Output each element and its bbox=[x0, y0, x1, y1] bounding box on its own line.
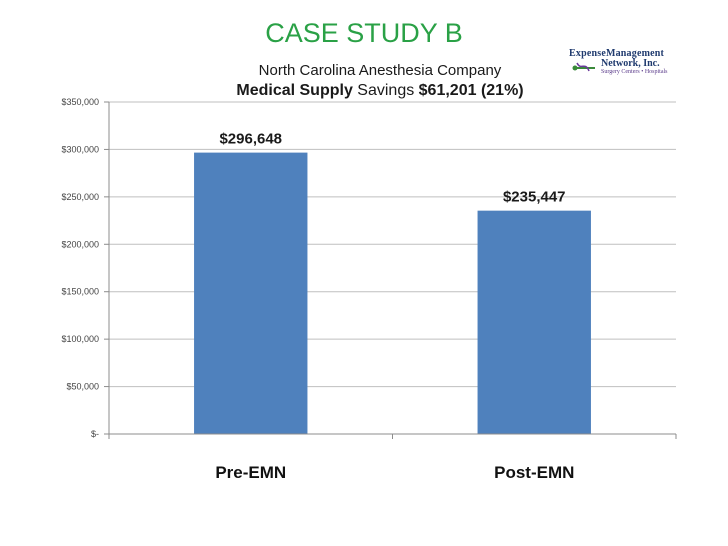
logo-line-2: Network, Inc. bbox=[601, 58, 660, 69]
axes bbox=[108, 102, 677, 439]
y-tick-label: $200,000 bbox=[61, 239, 99, 249]
y-tick-label: $250,000 bbox=[61, 192, 99, 202]
data-label: $296,648 bbox=[219, 131, 282, 148]
category-label: Post-EMN bbox=[494, 463, 574, 482]
slide-title: CASE STUDY B bbox=[265, 18, 463, 48]
y-tick-label: $50,000 bbox=[66, 382, 99, 392]
y-tick-label: $150,000 bbox=[61, 287, 99, 297]
logo-tagline: Surgery Centers • Hospitals bbox=[601, 69, 668, 75]
y-tick-label: $100,000 bbox=[61, 334, 99, 344]
caduceus-icon bbox=[571, 59, 597, 82]
category-label: Pre-EMN bbox=[215, 463, 286, 482]
data-labels: $296,648 $235,447 bbox=[219, 131, 565, 206]
logo-line-1: ExpenseManagement bbox=[569, 48, 665, 59]
bar-post-emn bbox=[477, 210, 591, 434]
x-axis-categories: Pre-EMN Post-EMN bbox=[215, 463, 574, 482]
y-axis-ticks: $- $50,000 $100,000 $150,000 $200,000 $250,00… bbox=[61, 97, 109, 439]
company-subtitle: North Carolina Anesthesia Company bbox=[258, 62, 502, 79]
savings-label: Savings bbox=[352, 82, 419, 99]
bar-pre-emn bbox=[194, 152, 308, 434]
y-tick-label: $300,000 bbox=[61, 144, 99, 154]
bars bbox=[194, 152, 591, 434]
y-tick-label: $350,000 bbox=[61, 97, 99, 107]
category-label: Medical Supply bbox=[236, 82, 353, 99]
savings-amount: $61,201 (21%) bbox=[418, 82, 524, 99]
savings-headline: Medical Supply Savings $61,201 (21%) bbox=[0, 82, 728, 100]
y-tick-label: $- bbox=[91, 429, 99, 439]
data-label: $235,447 bbox=[503, 189, 566, 206]
company-logo: ExpenseManagement Network, Inc. Surgery … bbox=[567, 48, 680, 79]
